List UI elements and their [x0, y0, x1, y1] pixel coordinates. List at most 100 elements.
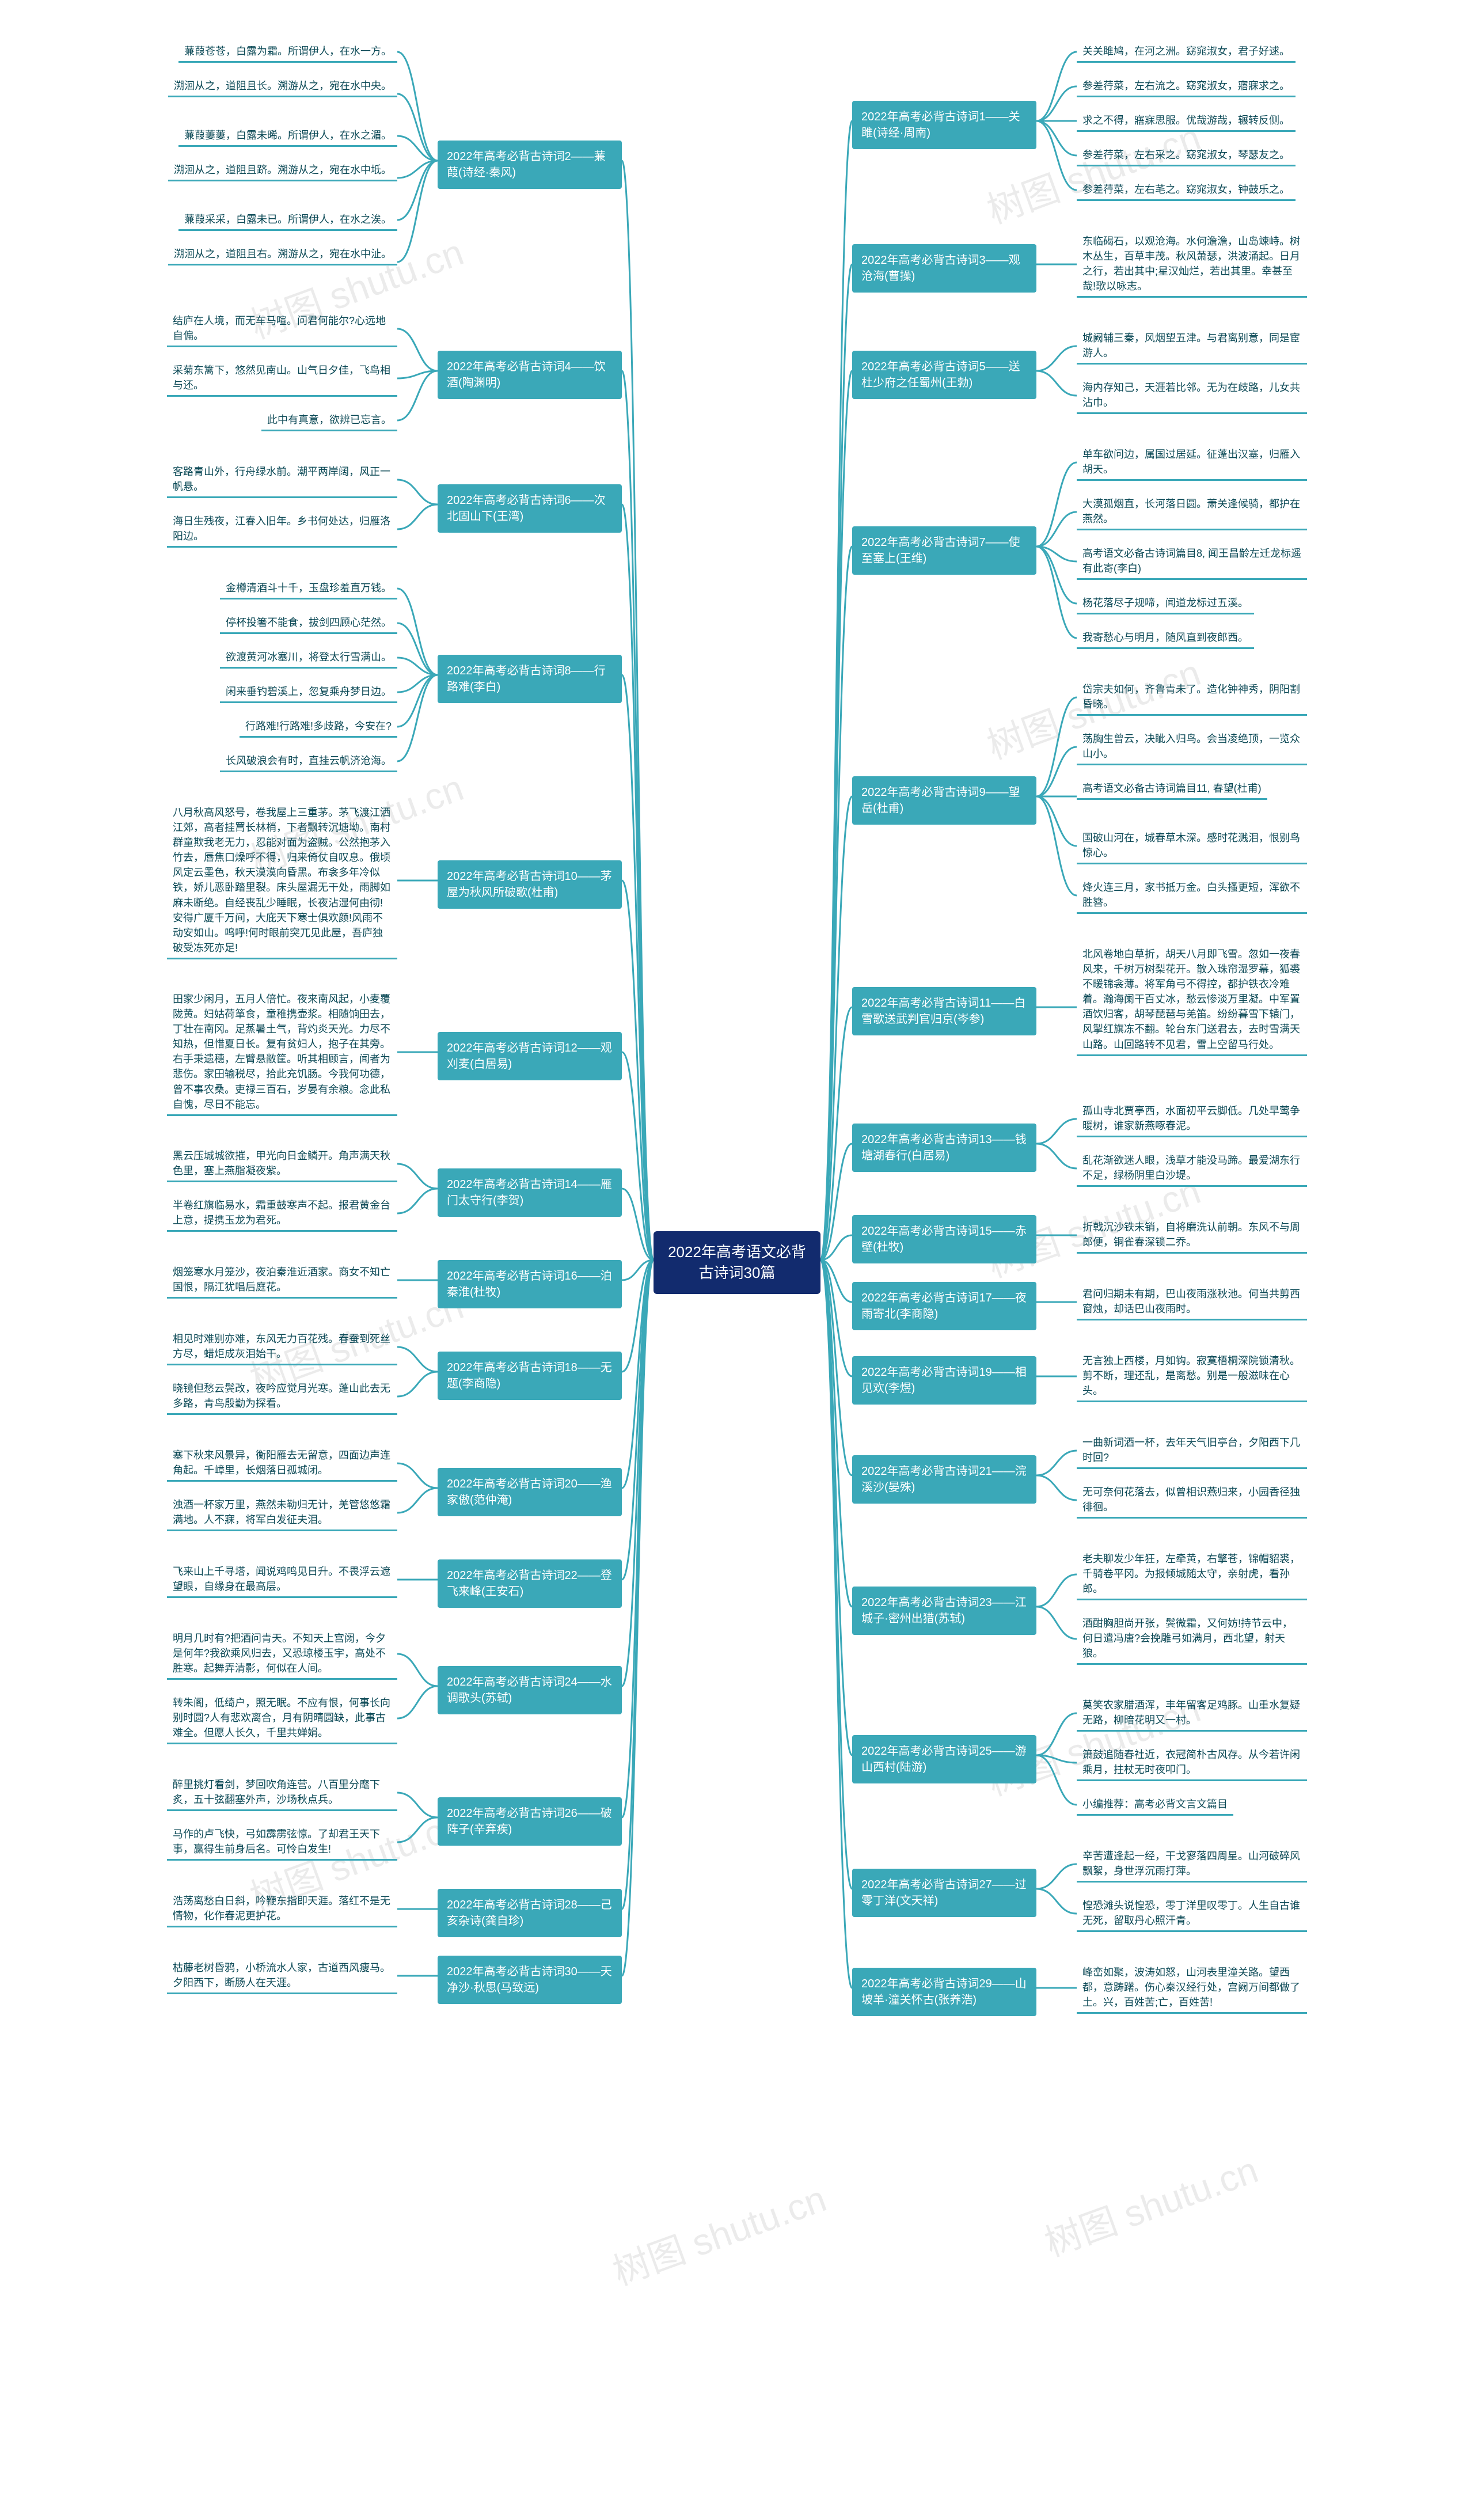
leaf-node[interactable]: 转朱阁，低绮户，照无眠。不应有恨，何事长向别时圆?人有悲欢离合，月有阴晴圆缺，此…	[167, 1692, 397, 1744]
branch-node[interactable]: 2022年高考必背古诗词26——破阵子(辛弃疾)	[438, 1797, 622, 1846]
leaf-node[interactable]: 辛苦遭逢起一经，干戈寥落四周星。山河破碎风飘絮，身世浮沉雨打萍。	[1077, 1845, 1307, 1883]
leaf-node[interactable]: 长风破浪会有时，直挂云帆济沧海。	[220, 750, 397, 772]
branch-node[interactable]: 2022年高考必背古诗词1——关雎(诗经·周南)	[852, 101, 1036, 149]
branch-node[interactable]: 2022年高考必背古诗词21——浣溪沙(晏殊)	[852, 1455, 1036, 1504]
leaf-node[interactable]: 海内存知己，天涯若比邻。无为在歧路，儿女共沾巾。	[1077, 377, 1307, 414]
leaf-node[interactable]: 闲来垂钓碧溪上，忽复乘舟梦日边。	[220, 681, 397, 703]
leaf-node[interactable]: 单车欲问边，属国过居延。征蓬出汉塞，归雁入胡天。	[1077, 443, 1307, 481]
leaf-row: 荡胸生曾云，决眦入归鸟。会当凌绝顶，一览众山小。	[1077, 728, 1307, 765]
branch-node[interactable]: 2022年高考必背古诗词5——送杜少府之任蜀州(王勃)	[852, 351, 1036, 399]
leaf-node[interactable]: 一曲新词酒一杯，去年天气旧亭台，夕阳西下几时回?	[1077, 1432, 1307, 1469]
branch-node[interactable]: 2022年高考必背古诗词25——游山西村(陆游)	[852, 1735, 1036, 1783]
branch-node[interactable]: 2022年高考必背古诗词11——白雪歌送武判官归京(岑参)	[852, 987, 1036, 1035]
branch-node[interactable]: 2022年高考必背古诗词9——望岳(杜甫)	[852, 776, 1036, 825]
leaf-node[interactable]: 飞来山上千寻塔，闻说鸡鸣见日升。不畏浮云遮望眼，自缘身在最高层。	[167, 1561, 397, 1598]
leaf-node[interactable]: 行路难!行路难!多歧路，今安在?	[240, 715, 397, 738]
leaf-node[interactable]: 田家少闲月，五月人倍忙。夜来南风起，小麦覆陇黄。妇姑荷箪食，童稚携壶浆。相随饷田…	[167, 988, 397, 1116]
leaf-node[interactable]: 无言独上西楼，月如钩。寂寞梧桐深院锁清秋。剪不断，理还乱，是离愁。别是一般滋味在…	[1077, 1350, 1307, 1402]
leaf-node[interactable]: 蒹葭萋萋，白露未晞。所谓伊人，在水之湄。	[178, 124, 397, 147]
branch-node[interactable]: 2022年高考必背古诗词2——蒹葭(诗经·秦风)	[438, 141, 622, 189]
branch-node[interactable]: 2022年高考必背古诗词30——天净沙·秋思(马致远)	[438, 1956, 622, 2004]
leaf-node[interactable]: 相见时难别亦难，东风无力百花残。春蚕到死丝方尽，蜡炬成灰泪始干。	[167, 1328, 397, 1365]
branch-node[interactable]: 2022年高考必背古诗词10——茅屋为秋风所破歌(杜甫)	[438, 860, 622, 909]
leaf-node[interactable]: 溯洄从之，道阻且跻。溯游从之，宛在水中坻。	[168, 159, 397, 181]
leaf-node[interactable]: 北风卷地白草折，胡天八月即飞雪。忽如一夜春风来，千树万树梨花开。散入珠帘湿罗幕，…	[1077, 943, 1307, 1056]
leaf-node[interactable]: 晓镜但愁云鬓改，夜吟应觉月光寒。蓬山此去无多路，青鸟殷勤为探看。	[167, 1377, 397, 1415]
leaf-row: 结庐在人境，而无车马喧。问君何能尔?心远地自偏。	[167, 310, 397, 347]
branch-node[interactable]: 2022年高考必背古诗词23——江城子·密州出猎(苏轼)	[852, 1587, 1036, 1635]
leaf-node[interactable]: 无可奈何花落去，似曾相识燕归来，小园香径独徘徊。	[1077, 1481, 1307, 1519]
leaf-node[interactable]: 君问归期未有期，巴山夜雨涨秋池。何当共剪西窗烛，却话巴山夜雨时。	[1077, 1283, 1307, 1320]
leaf-node[interactable]: 塞下秋来风景异，衡阳雁去无留意，四面边声连角起。千嶂里，长烟落日孤城闭。	[167, 1444, 397, 1482]
leaf-node[interactable]: 酒酣胸胆尚开张，鬓微霜，又何妨!持节云中，何日遣冯唐?会挽雕弓如满月，西北望，射…	[1077, 1612, 1307, 1665]
leaf-node[interactable]: 杨花落尽子规啼，闻道龙标过五溪。	[1077, 592, 1254, 614]
leaf-node[interactable]: 孤山寺北贾亭西，水面初平云脚低。几处早莺争暖树，谁家新燕啄春泥。	[1077, 1100, 1307, 1137]
leaf-node[interactable]: 黑云压城城欲摧，甲光向日金鳞开。角声满天秋色里，塞上燕脂凝夜紫。	[167, 1145, 397, 1182]
leaf-node[interactable]: 峰峦如聚，波涛如怒，山河表里潼关路。望西都，意踌躇。伤心秦汉经行处，宫阙万间都做…	[1077, 1961, 1307, 2014]
leaf-node[interactable]: 结庐在人境，而无车马喧。问君何能尔?心远地自偏。	[167, 310, 397, 347]
leaf-node[interactable]: 乱花渐欲迷人眼，浅草才能没马蹄。最爱湖东行不足，绿杨阴里白沙堤。	[1077, 1149, 1307, 1187]
leaf-node[interactable]: 岱宗夫如何，齐鲁青未了。造化钟神秀，阴阳割昏晓。	[1077, 678, 1307, 716]
leaf-row: 君问归期未有期，巴山夜雨涨秋池。何当共剪西窗烛，却话巴山夜雨时。	[1077, 1283, 1307, 1320]
branch-node[interactable]: 2022年高考必背古诗词13——钱塘湖春行(白居易)	[852, 1124, 1036, 1172]
leaf-node[interactable]: 烽火连三月，家书抵万金。白头搔更短，浑欲不胜簪。	[1077, 876, 1307, 914]
branch-node[interactable]: 2022年高考必背古诗词18——无题(李商隐)	[438, 1352, 622, 1400]
leaf-node[interactable]: 莫笑农家腊酒浑，丰年留客足鸡豚。山重水复疑无路，柳暗花明又一村。	[1077, 1694, 1307, 1732]
leaf-node[interactable]: 八月秋高风怒号，卷我屋上三重茅。茅飞渡江洒江郊，高者挂罥长林梢，下者飘转沉塘坳。…	[167, 802, 397, 959]
leaf-node[interactable]: 金樽清酒斗十千，玉盘珍羞直万钱。	[220, 577, 397, 599]
branch-node[interactable]: 2022年高考必背古诗词3——观沧海(曹操)	[852, 244, 1036, 293]
branch-node[interactable]: 2022年高考必背古诗词28——己亥杂诗(龚自珍)	[438, 1889, 622, 1937]
branch-node[interactable]: 2022年高考必背古诗词8——行路难(李白)	[438, 655, 622, 703]
leaf-node[interactable]: 东临碣石，以观沧海。水何澹澹，山岛竦峙。树木丛生，百草丰茂。秋风萧瑟，洪波涌起。…	[1077, 230, 1307, 298]
leaf-node[interactable]: 采菊东篱下，悠然见南山。山气日夕佳，飞鸟相与还。	[167, 359, 397, 397]
leaf-node[interactable]: 国破山河在，城春草木深。感时花溅泪，恨别鸟惊心。	[1077, 827, 1307, 864]
leaf-node[interactable]: 荡胸生曾云，决眦入归鸟。会当凌绝顶，一览众山小。	[1077, 728, 1307, 765]
branch-node[interactable]: 2022年高考必背古诗词15——赤壁(杜牧)	[852, 1215, 1036, 1263]
branch-node[interactable]: 2022年高考必背古诗词20——渔家傲(范仲淹)	[438, 1468, 622, 1516]
branch-node[interactable]: 2022年高考必背古诗词22——登飞来峰(王安石)	[438, 1559, 622, 1608]
leaf-node[interactable]: 高考语文必备古诗词篇目8, 闻王昌龄左迁龙标遥有此寄(李白)	[1077, 542, 1307, 580]
leaf-node[interactable]: 半卷红旗临易水，霜重鼓寒声不起。报君黄金台上意，提携玉龙为君死。	[167, 1194, 397, 1232]
leaf-node[interactable]: 蒹葭采采，白露未已。所谓伊人，在水之涘。	[178, 208, 397, 231]
branch-node[interactable]: 2022年高考必背古诗词16——泊秦淮(杜牧)	[438, 1260, 622, 1308]
leaf-node[interactable]: 我寄愁心与明月，随风直到夜郎西。	[1077, 627, 1254, 649]
leaf-node[interactable]: 参差荇菜，左右流之。窈窕淑女，寤寐求之。	[1077, 75, 1296, 97]
branch-node[interactable]: 2022年高考必背古诗词29——山坡羊·潼关怀古(张养浩)	[852, 1968, 1036, 2016]
leaf-node[interactable]: 停杯投箸不能食，拔剑四顾心茫然。	[220, 612, 397, 634]
leaf-node[interactable]: 溯洄从之，道阻且长。溯游从之，宛在水中央。	[168, 75, 397, 97]
leaf-node[interactable]: 客路青山外，行舟绿水前。潮平两岸阔，风正一帆悬。	[167, 461, 397, 498]
branch-node[interactable]: 2022年高考必背古诗词17——夜雨寄北(李商隐)	[852, 1282, 1036, 1330]
branch-node[interactable]: 2022年高考必背古诗词24——水调歌头(苏轼)	[438, 1666, 622, 1714]
leaf-node[interactable]: 浩荡离愁白日斜，吟鞭东指即天涯。落红不是无情物，化作春泥更护花。	[167, 1890, 397, 1927]
branch-node[interactable]: 2022年高考必背古诗词4——饮酒(陶渊明)	[438, 351, 622, 399]
leaf-node[interactable]: 老夫聊发少年狂，左牵黄，右擎苍，锦帽貂裘，千骑卷平冈。为报倾城随太守，亲射虎，看…	[1077, 1548, 1307, 1600]
leaf-node[interactable]: 箫鼓追随春社近，衣冠简朴古风存。从今若许闲乘月，拄杖无时夜叩门。	[1077, 1744, 1307, 1781]
branch-node[interactable]: 2022年高考必背古诗词19——相见欢(李煜)	[852, 1356, 1036, 1405]
leaf-node[interactable]: 大漠孤烟直，长河落日圆。萧关逢候骑，都护在燕然。	[1077, 493, 1307, 530]
leaf-node[interactable]: 小编推荐：高考必背文言文篇目	[1077, 1793, 1233, 1816]
leaf-node[interactable]: 参差荇菜，左右芼之。窈窕淑女，钟鼓乐之。	[1077, 179, 1296, 201]
leaf-node[interactable]: 枯藤老树昏鸦，小桥流水人家，古道西风瘦马。夕阳西下，断肠人在天涯。	[167, 1957, 397, 1994]
leaf-node[interactable]: 醉里挑灯看剑，梦回吹角连营。八百里分麾下炙，五十弦翻塞外声，沙场秋点兵。	[167, 1774, 397, 1811]
branch-node[interactable]: 2022年高考必背古诗词6——次北固山下(王湾)	[438, 484, 622, 533]
leaf-node[interactable]: 折戟沉沙铁未销，自将磨洗认前朝。东风不与周郎便，铜雀春深锁二乔。	[1077, 1216, 1307, 1254]
leaf-node[interactable]: 明月几时有?把酒问青天。不知天上宫阙，今夕是何年?我欲乘风归去，又恐琼楼玉宇，高…	[167, 1627, 397, 1680]
branch-node[interactable]: 2022年高考必背古诗词27——过零丁洋(文天祥)	[852, 1869, 1036, 1917]
leaf-node[interactable]: 高考语文必备古诗词篇目11, 春望(杜甫)	[1077, 777, 1267, 800]
leaf-node[interactable]: 此中有真意，欲辨已忘言。	[261, 409, 397, 431]
leaf-node[interactable]: 溯洄从之，道阻且右。溯游从之，宛在水中沚。	[168, 243, 397, 265]
leaf-node[interactable]: 求之不得，寤寐思服。优哉游哉，辗转反侧。	[1077, 109, 1296, 132]
branch-node[interactable]: 2022年高考必背古诗词14——雁门太守行(李贺)	[438, 1168, 622, 1217]
leaf-node[interactable]: 欲渡黄河冰塞川，将登太行雪满山。	[220, 646, 397, 669]
leaf-node[interactable]: 惶恐滩头说惶恐，零丁洋里叹零丁。人生自古谁无死，留取丹心照汗青。	[1077, 1895, 1307, 1932]
leaf-node[interactable]: 浊酒一杯家万里，燕然未勒归无计，羌管悠悠霜满地。人不寐，将军白发征夫泪。	[167, 1494, 397, 1531]
branch-node[interactable]: 2022年高考必背古诗词7——使至塞上(王维)	[852, 526, 1036, 575]
leaf-node[interactable]: 海日生残夜，江春入旧年。乡书何处达，归雁洛阳边。	[167, 510, 397, 548]
branch-node[interactable]: 2022年高考必背古诗词12——观刈麦(白居易)	[438, 1032, 622, 1080]
leaf-node[interactable]: 蒹葭苍苍，白露为霜。所谓伊人，在水一方。	[178, 40, 397, 63]
leaf-node[interactable]: 城阙辅三秦，风烟望五津。与君离别意，同是宦游人。	[1077, 327, 1307, 365]
leaf-node[interactable]: 参差荇菜，左右采之。窈窕淑女，琴瑟友之。	[1077, 144, 1296, 166]
leaf-node[interactable]: 烟笼寒水月笼沙，夜泊秦淮近酒家。商女不知亡国恨，隔江犹唱后庭花。	[167, 1261, 397, 1299]
leaf-node[interactable]: 马作的卢飞快，弓如霹雳弦惊。了却君王天下事，赢得生前身后名。可怜白发生!	[167, 1823, 397, 1861]
leaf-node[interactable]: 关关雎鸠，在河之洲。窈窕淑女，君子好逑。	[1077, 40, 1296, 63]
